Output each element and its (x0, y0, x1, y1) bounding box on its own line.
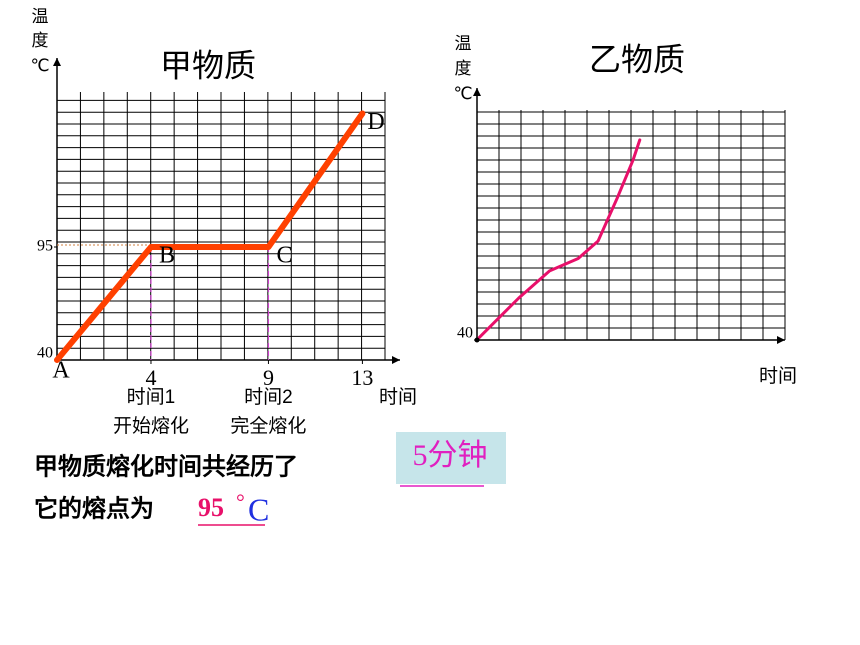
tick-note-sub: 开始熔化 (113, 415, 189, 437)
x-arrow (392, 356, 400, 364)
answer-2-unit: C (248, 491, 269, 527)
point-label: A (52, 358, 70, 384)
tick-note: 时间1 (127, 386, 176, 408)
answer-1: 5分钟 (413, 439, 488, 472)
y-axis-label: 温度℃ (453, 34, 472, 103)
data-line (477, 138, 642, 340)
question-line-2: 它的熔点为 (34, 494, 154, 522)
answer-2-value: 95 (198, 493, 224, 522)
x-axis-label: 时间 (759, 365, 797, 387)
chart-title: 乙物质 (589, 41, 685, 77)
answer-box (396, 432, 506, 484)
data-line (54, 110, 366, 363)
point-label: B (159, 243, 175, 269)
y-tick-label: 95 (37, 238, 53, 255)
tick-note: 时间2 (244, 386, 293, 408)
question-line-1: 甲物质熔化时间共经历了 (34, 452, 298, 480)
origin-dot (474, 337, 480, 343)
tick-note-sub: 完全熔化 (230, 415, 306, 437)
x-axis-label: 时间 (379, 386, 417, 408)
point-label: C (276, 243, 292, 269)
answer-2-degree: ° (236, 489, 245, 514)
y-arrow (53, 58, 61, 66)
x-tick-label: 13 (351, 365, 373, 390)
y-arrow (473, 88, 481, 96)
y-tick-label: 40 (457, 325, 473, 342)
x-arrow (777, 336, 785, 344)
x-tick-label: 9 (263, 365, 274, 390)
y-tick-label: 40 (37, 345, 53, 362)
chart-title: 甲物质 (160, 47, 256, 83)
y-axis-label: 温度℃ (30, 7, 49, 75)
point-label: D (367, 109, 384, 135)
x-tick-label: 4 (145, 365, 156, 390)
